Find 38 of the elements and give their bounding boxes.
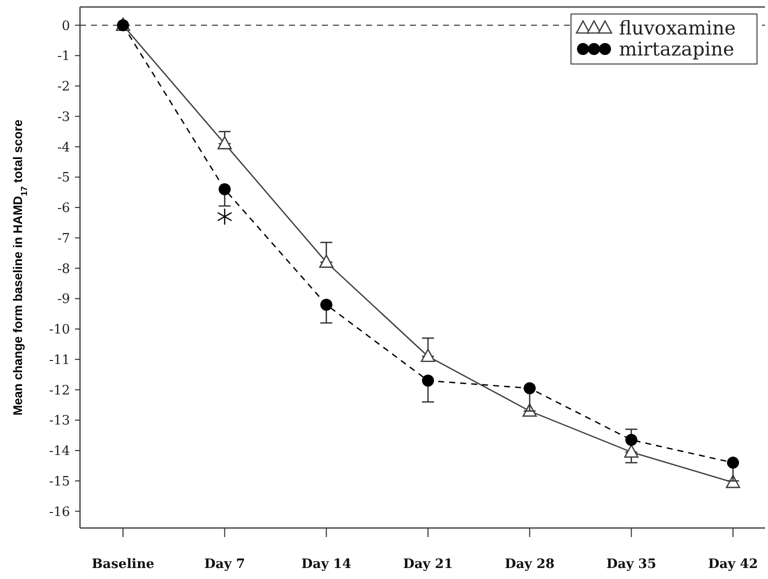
point xyxy=(217,208,232,226)
x-tick-label: Day 14 xyxy=(301,557,352,572)
point xyxy=(319,254,334,268)
x-tick-label: Day 21 xyxy=(403,557,453,572)
legend-label: mirtazapine xyxy=(619,38,734,61)
y-tick-label: -5 xyxy=(57,170,70,186)
x-tick-label: Day 28 xyxy=(504,557,555,572)
y-tick-label: 0 xyxy=(62,18,70,34)
point xyxy=(727,456,739,469)
point xyxy=(320,298,332,311)
y-tick-label: -8 xyxy=(57,262,70,277)
y-tick-label: -13 xyxy=(49,414,70,429)
point xyxy=(422,374,434,387)
point xyxy=(625,434,638,446)
x-tick-label: Day 35 xyxy=(606,557,656,572)
point xyxy=(624,444,638,458)
y-tick-label: -4 xyxy=(57,140,70,156)
y-tick-label: -2 xyxy=(57,80,70,95)
x-tick-label: Day 42 xyxy=(708,557,758,572)
x-tick-label: Baseline xyxy=(92,557,154,572)
y-tick-label: -9 xyxy=(57,292,70,308)
y-tick-label: -16 xyxy=(49,504,70,520)
x-tick-label: Day 7 xyxy=(204,557,246,572)
y-tick-label: -7 xyxy=(57,231,70,246)
y-tick-label: -11 xyxy=(49,352,70,368)
y-tick-label: -15 xyxy=(49,474,70,490)
y-tick-label: -6 xyxy=(57,201,70,216)
point xyxy=(218,183,231,196)
y-tick-label: -14 xyxy=(49,444,70,460)
y-tick-label: -1 xyxy=(57,49,70,64)
y-tick-label: -3 xyxy=(57,110,70,125)
legend-label: fluvoxamine xyxy=(619,18,736,40)
point xyxy=(524,382,536,394)
y-tick-label: -12 xyxy=(49,383,70,398)
y-tick-label: -10 xyxy=(49,322,70,338)
point xyxy=(117,19,129,32)
point xyxy=(420,348,436,362)
point xyxy=(218,136,232,150)
